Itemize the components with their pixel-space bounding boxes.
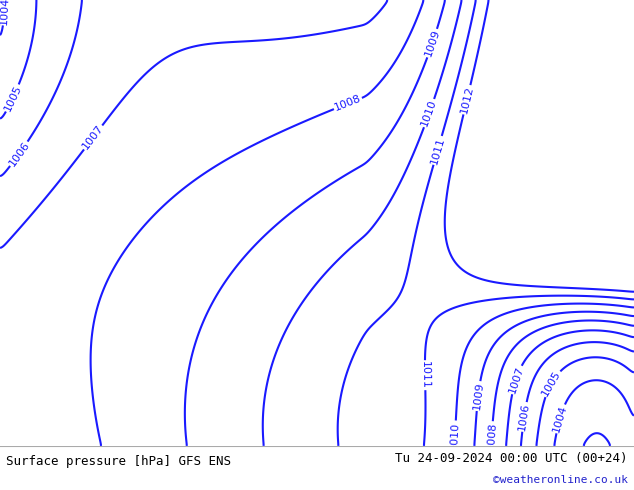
- Text: 1009: 1009: [423, 28, 441, 58]
- Text: ©weatheronline.co.uk: ©weatheronline.co.uk: [493, 475, 628, 485]
- Text: 1007: 1007: [507, 365, 525, 394]
- Text: 1007: 1007: [81, 123, 106, 152]
- Text: 1011: 1011: [420, 361, 430, 389]
- Text: 1010: 1010: [420, 98, 439, 128]
- Text: 1008: 1008: [333, 94, 363, 113]
- Text: 1004: 1004: [0, 0, 10, 24]
- Text: 1004: 1004: [551, 404, 569, 434]
- Text: 1009: 1009: [472, 382, 485, 411]
- Text: 1012: 1012: [459, 85, 475, 115]
- Text: 1008: 1008: [486, 422, 498, 451]
- Text: 1005: 1005: [2, 83, 23, 113]
- Text: 1006: 1006: [517, 402, 531, 432]
- Text: 1010: 1010: [450, 421, 461, 450]
- Text: Surface pressure [hPa] GFS ENS: Surface pressure [hPa] GFS ENS: [6, 455, 231, 468]
- Text: 1011: 1011: [429, 136, 446, 165]
- Text: 1006: 1006: [7, 140, 31, 168]
- Text: Tu 24-09-2024 00:00 UTC (00+24): Tu 24-09-2024 00:00 UTC (00+24): [395, 452, 628, 465]
- Text: 1005: 1005: [540, 369, 563, 398]
